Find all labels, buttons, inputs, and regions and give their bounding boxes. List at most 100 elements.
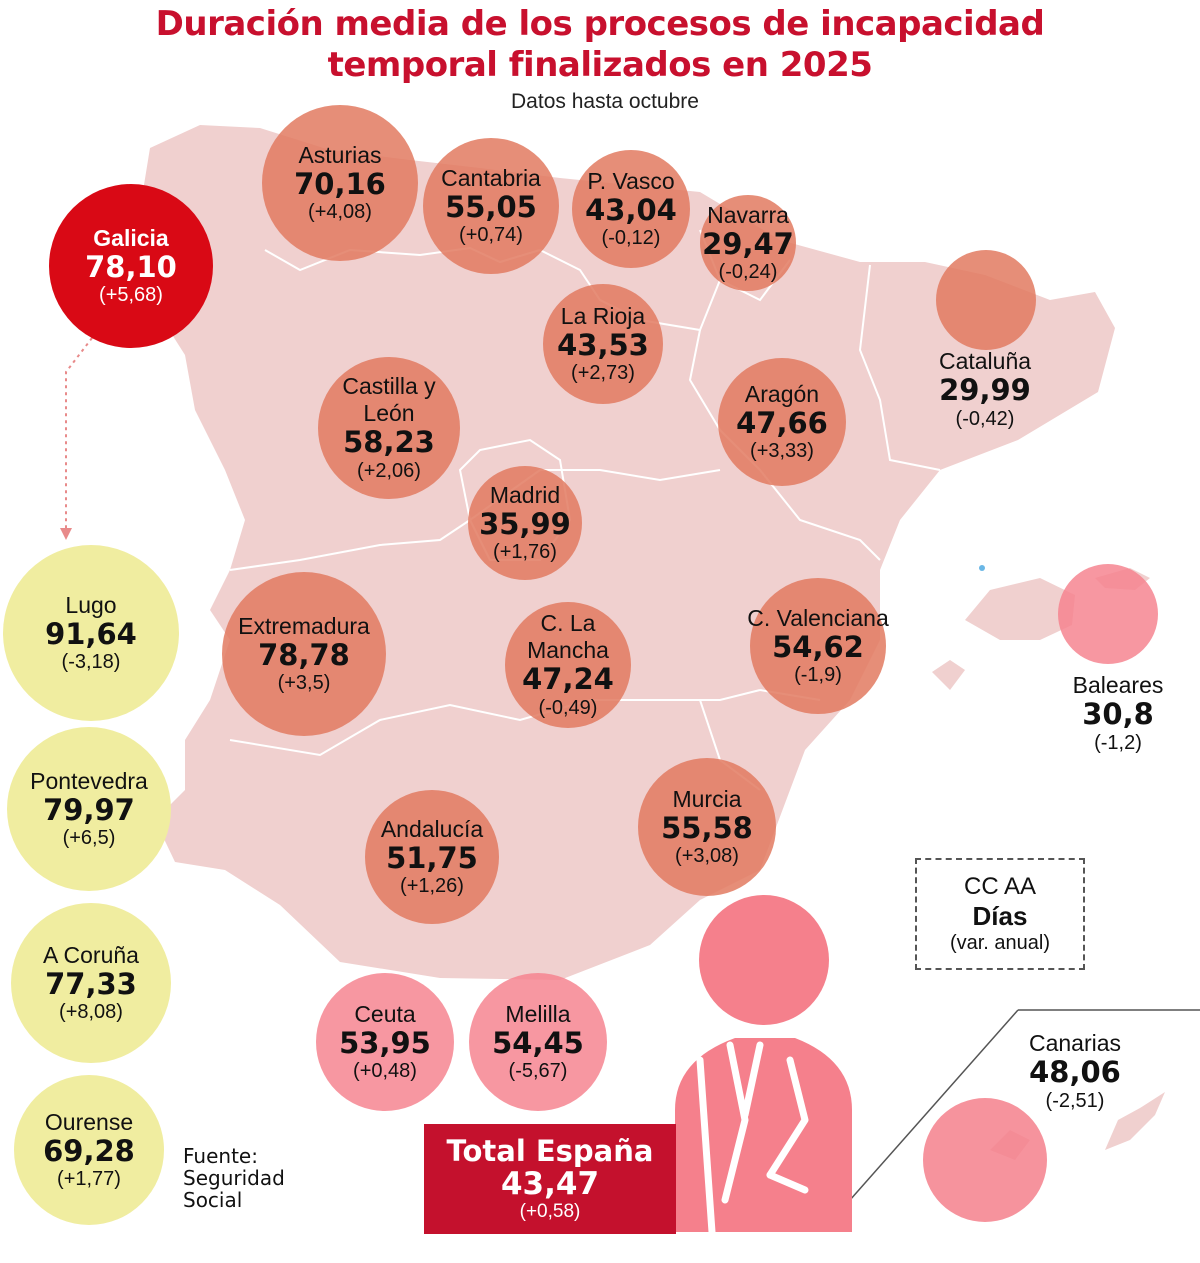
madrid-value: 35,99 (479, 507, 571, 542)
map-title: Duración media de los procesos de incapa… (0, 4, 1200, 86)
ceuta-name: Ceuta (354, 1000, 416, 1027)
extremadura-var: (+3,5) (277, 672, 331, 695)
larioja-bubble[interactable]: La Rioja 43,53 (+2,73) (543, 284, 663, 404)
baleares-value: 30,8 (1082, 697, 1154, 732)
canarias-value: 48,06 (1029, 1055, 1121, 1090)
baleares-circle[interactable] (1058, 564, 1158, 664)
total-var: (+0,58) (519, 1200, 581, 1222)
peninsula-shape (135, 125, 1115, 980)
andalucia-bubble[interactable]: Andalucía 51,75 (+1,26) (365, 790, 499, 924)
total-espana-box: Total España 43,47 (+0,58) (424, 1124, 676, 1234)
aragon-name: Aragón (744, 380, 820, 407)
murcia-value: 55,58 (661, 811, 753, 846)
galicia-var: (+5,68) (99, 284, 163, 307)
murcia-bubble[interactable]: Murcia 55,58 (+3,08) (638, 758, 776, 896)
cantabria-var: (+0,74) (459, 224, 523, 247)
cvalenciana-bubble[interactable]: C. Valenciana 54,62 (-1,9) (747, 578, 889, 714)
patient-icon (675, 895, 852, 1236)
acoruna-bubble[interactable]: A Coruña 77,33 (+8,08) (11, 903, 171, 1063)
canarias-name: Canarias (1028, 1030, 1122, 1056)
acoruna-var: (+8,08) (59, 1001, 123, 1024)
pvasco-bubble[interactable]: P. Vasco 43,04 (-0,12) (572, 150, 690, 268)
lugo-value: 91,64 (45, 617, 137, 652)
cantabria-name: Cantabria (441, 164, 541, 191)
mallorca-shape (965, 578, 1075, 640)
castillayleon-value: 58,23 (343, 425, 435, 460)
ceuta-bubble[interactable]: Ceuta 53,95 (+0,48) (316, 973, 454, 1111)
cvalenciana-name: C. Valenciana (747, 604, 889, 631)
source-note: Fuente: Seguridad Social (183, 1145, 285, 1211)
aragon-var: (+3,33) (750, 440, 814, 463)
total-value: 43,47 (500, 1166, 600, 1203)
navarra-name: Navarra (707, 201, 789, 228)
lugo-name: Lugo (65, 591, 117, 618)
ourense-name: Ourense (44, 1108, 134, 1135)
cataluna-name: Cataluña (938, 348, 1032, 374)
title-line-2: temporal finalizados en 2025 (327, 45, 873, 85)
asturias-value: 70,16 (294, 167, 386, 202)
melilla-value: 54,45 (492, 1026, 584, 1061)
castillayleon-bubble[interactable]: Castilla y León 58,23 (+2,06) (318, 357, 460, 499)
larioja-value: 43,53 (557, 328, 649, 363)
melilla-name: Melilla (505, 1000, 571, 1027)
total-label: Total España (446, 1133, 654, 1168)
pontevedra-value: 79,97 (43, 793, 135, 828)
madrid-var: (+1,76) (493, 541, 557, 564)
cataluna-value: 29,99 (939, 373, 1031, 408)
melilla-bubble[interactable]: Melilla 54,45 (-5,67) (469, 973, 607, 1111)
ourense-bubble[interactable]: Ourense 69,28 (+1,77) (14, 1075, 164, 1225)
legend-line-3: (var. anual) (949, 932, 1051, 954)
cantabria-value: 55,05 (445, 190, 537, 225)
castillayleon-var: (+2,06) (357, 459, 421, 482)
ceuta-var: (+0,48) (353, 1060, 417, 1083)
extremadura-bubble[interactable]: Extremadura 78,78 (+3,5) (222, 572, 386, 736)
cataluna-label: Cataluña 29,99 (-0,42) (915, 348, 1055, 431)
clamancha-var: (-0,49) (538, 696, 598, 719)
acoruna-name: A Coruña (43, 941, 139, 968)
cvalenciana-var: (-1,9) (794, 664, 842, 687)
lugo-bubble[interactable]: Lugo 91,64 (-3,18) (3, 545, 179, 721)
legend-box: CC AA Días (var. anual) (915, 858, 1085, 970)
extremadura-name: Extremadura (238, 612, 370, 639)
baleares-var: (-1,2) (1094, 731, 1142, 754)
navarra-bubble[interactable]: Navarra 29,47 (-0,24) (700, 195, 796, 291)
galicia-bubble[interactable]: Galicia 78,10 (+5,68) (49, 184, 213, 348)
ourense-value: 69,28 (43, 1134, 135, 1169)
ourense-var: (+1,77) (57, 1168, 121, 1191)
map-subtitle: Datos hasta octubre (511, 90, 699, 113)
pvasco-name: P. Vasco (587, 167, 675, 194)
asturias-bubble[interactable]: Asturias 70,16 (+4,08) (262, 105, 418, 261)
cataluna-var: (-0,42) (955, 407, 1015, 430)
canarias-circle (923, 1098, 1047, 1222)
acoruna-value: 77,33 (45, 967, 137, 1002)
andalucia-value: 51,75 (386, 841, 478, 876)
madrid-name: Madrid (489, 481, 561, 508)
madrid-bubble[interactable]: Madrid 35,99 (+1,76) (468, 466, 582, 580)
galicia-value: 78,10 (85, 250, 177, 285)
galicia-name: Galicia (93, 224, 169, 251)
legend-line-1: CC AA (963, 873, 1037, 900)
navarra-value: 29,47 (702, 227, 794, 262)
cantabria-bubble[interactable]: Cantabria 55,05 (+0,74) (423, 138, 559, 274)
lugo-var: (-3,18) (61, 651, 121, 674)
navarra-var: (-0,24) (718, 261, 778, 284)
title-line-1: Duración media de los procesos de incapa… (155, 4, 1045, 44)
baleares-dot (979, 565, 985, 571)
murcia-var: (+3,08) (675, 845, 739, 868)
aragon-bubble[interactable]: Aragón 47,66 (+3,33) (718, 358, 846, 486)
andalucia-var: (+1,26) (400, 875, 464, 898)
pontevedra-bubble[interactable]: Pontevedra 79,97 (+6,5) (7, 727, 171, 891)
clamancha-bubble[interactable]: C. La Mancha 47,24 (-0,49) (505, 602, 631, 728)
melilla-var: (-5,67) (508, 1060, 568, 1083)
extremadura-value: 78,78 (258, 638, 350, 673)
canarias-east-shape (1105, 1092, 1165, 1150)
aragon-value: 47,66 (736, 406, 828, 441)
clamancha-value: 47,24 (522, 662, 614, 697)
canarias-var: (-2,51) (1045, 1089, 1105, 1112)
asturias-name: Asturias (298, 141, 382, 168)
larioja-name: La Rioja (560, 302, 646, 329)
asturias-var: (+4,08) (308, 201, 372, 224)
baleares-name: Baleares (1072, 672, 1164, 698)
pontevedra-var: (+6,5) (62, 827, 116, 850)
cataluna-circle[interactable] (936, 250, 1036, 350)
